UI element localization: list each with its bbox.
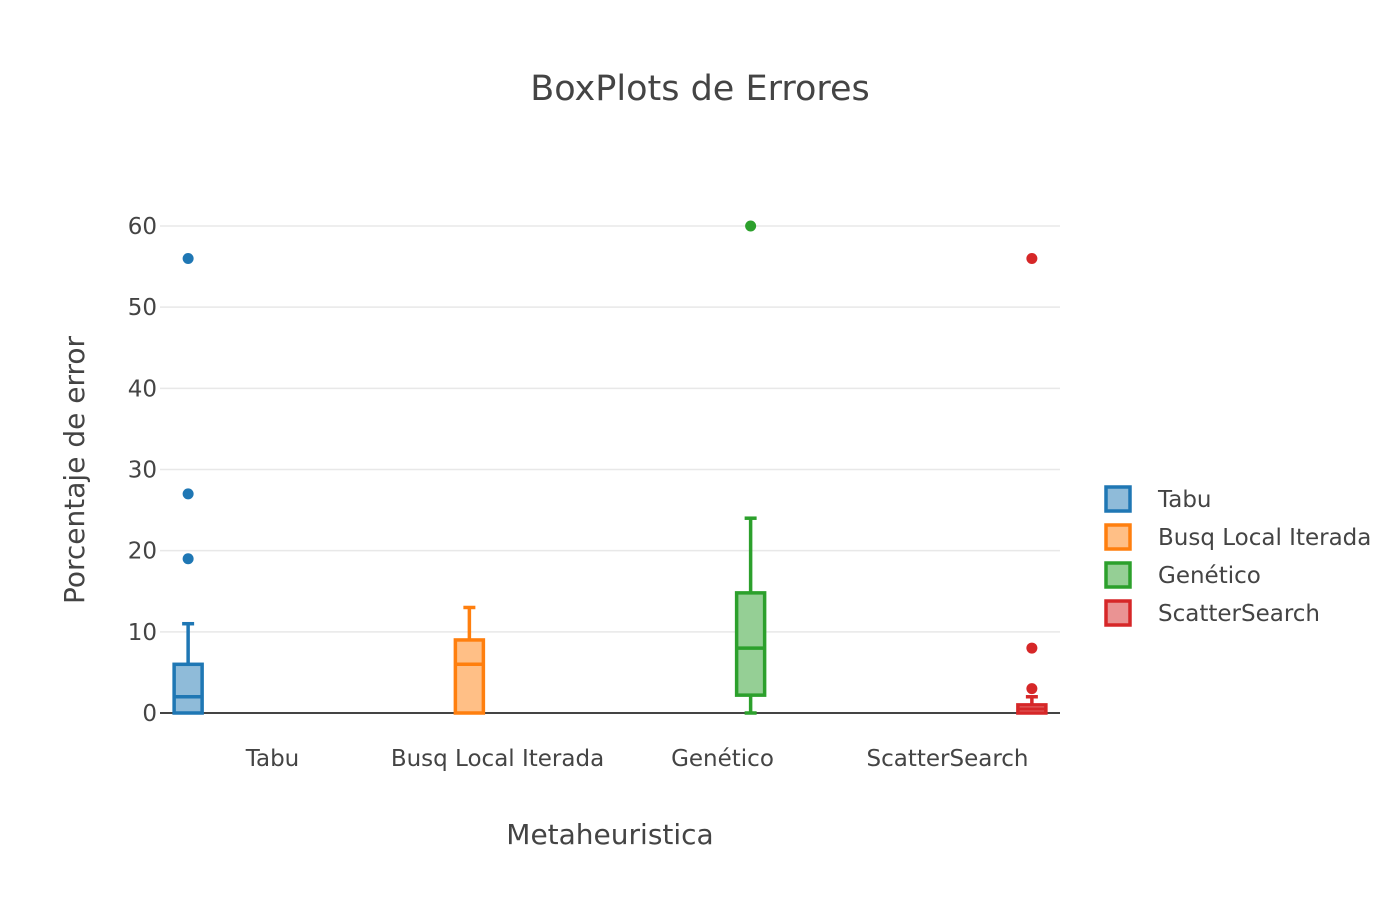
legend-label: Tabu xyxy=(1157,487,1212,513)
grid xyxy=(160,225,1060,714)
legend-item: Genético xyxy=(1104,561,1261,589)
legend-item: ScatterSearch xyxy=(1104,599,1320,627)
box-scattersearch xyxy=(1016,252,1048,715)
outlier-point xyxy=(182,488,194,500)
legend-label: Genético xyxy=(1158,563,1261,589)
box-series xyxy=(172,220,1048,715)
outlier-point xyxy=(745,220,757,232)
legend-swatch xyxy=(1104,599,1132,627)
legend-label: Busq Local Iterada xyxy=(1158,525,1371,551)
outlier-point xyxy=(182,252,194,264)
y-tick-label: 0 xyxy=(142,701,157,727)
outlier-point xyxy=(1026,252,1038,264)
box-busq-local-iterada xyxy=(453,605,486,715)
outlier-point xyxy=(1026,642,1038,654)
y-tick-label: 30 xyxy=(128,458,157,484)
x-tick-labels: Tabu Busq Local Iterada Genético ScatterSea… xyxy=(245,746,1029,772)
y-tick-label: 60 xyxy=(128,214,157,240)
y-tick-label: 40 xyxy=(128,376,157,402)
y-tick-label: 10 xyxy=(128,620,157,646)
iqr-box xyxy=(453,638,486,715)
y-axis-title: Porcentaje de error xyxy=(58,336,91,604)
outlier-point xyxy=(1026,683,1038,695)
box-gen-tico xyxy=(734,220,767,715)
y-tick-label: 50 xyxy=(128,295,157,321)
legend-swatch xyxy=(1104,561,1132,589)
legend: Tabu Busq Local Iterada Genético ScatterSea… xyxy=(1104,485,1371,627)
legend-label: ScatterSearch xyxy=(1158,601,1320,627)
chart-title: BoxPlots de Errores xyxy=(530,69,870,109)
iqr-box xyxy=(172,662,204,715)
y-tick-labels: 0 10 20 30 40 50 60 xyxy=(128,214,157,727)
outlier-point xyxy=(182,553,194,565)
x-axis-title: Metaheuristica xyxy=(506,818,713,851)
legend-item: Tabu xyxy=(1104,485,1212,513)
iqr-box xyxy=(734,591,767,697)
legend-swatch xyxy=(1104,523,1132,551)
x-tick-label: Genético xyxy=(671,746,774,772)
x-tick-label: Busq Local Iterada xyxy=(391,746,604,772)
y-tick-label: 20 xyxy=(128,539,157,565)
legend-item: Busq Local Iterada xyxy=(1104,523,1371,551)
box-tabu xyxy=(172,252,204,715)
legend-swatch xyxy=(1104,485,1132,513)
x-tick-label: ScatterSearch xyxy=(867,746,1029,772)
x-tick-label: Tabu xyxy=(245,746,300,772)
